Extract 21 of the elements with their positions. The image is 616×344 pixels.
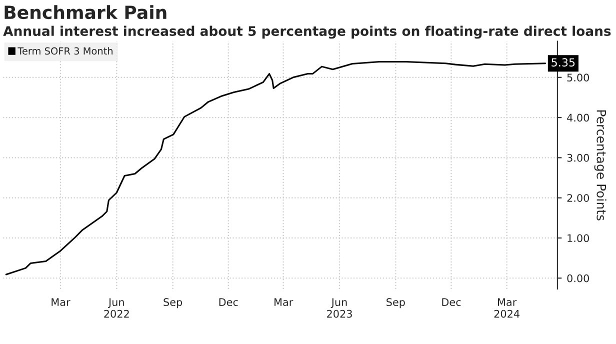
y-tick-label: 1.00 [568, 234, 590, 242]
y-tick-label: 2.00 [567, 194, 590, 202]
x-tick-label: Mar 2024 [494, 298, 520, 318]
x-tick-label: Mar [274, 298, 294, 306]
x-tick-label: Jun 2023 [327, 298, 352, 318]
y-tick-label: 0.00 [567, 274, 590, 282]
x-tick-label: Sep [164, 298, 182, 308]
chart-subtitle: Annual interest increased about 5 percentage points on floating-rate direct loans [3, 26, 611, 39]
y-tick-label: 5.00 [567, 74, 590, 82]
line-series [5, 60, 546, 276]
legend-label: Term SOFR 3 Month [18, 47, 113, 55]
data-label: 5.35 [552, 58, 575, 67]
y-axis-title: Percentage Points [594, 110, 606, 220]
x-tick-label: Jun 2022 [104, 298, 129, 318]
y-tick-label: 4.00 [567, 114, 590, 122]
x-tick-label: Mar [52, 298, 70, 306]
x-tick-label: Sep [386, 298, 405, 308]
chart-title: Benchmark Pain [4, 5, 166, 20]
x-tick-label: Dec [219, 298, 238, 306]
x-tick-label: Dec [442, 298, 461, 306]
y-tick-label: 3.00 [567, 154, 590, 162]
